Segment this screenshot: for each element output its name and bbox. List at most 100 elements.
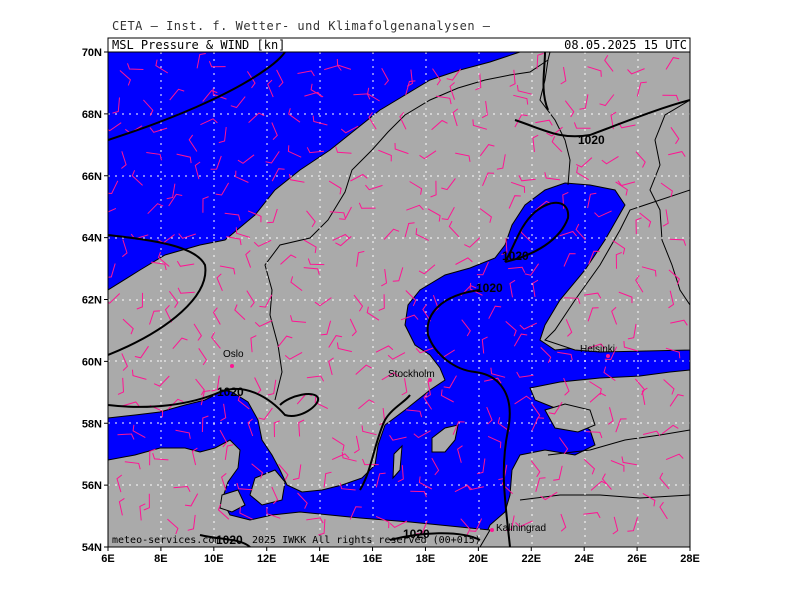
wind-barb bbox=[510, 181, 526, 193]
wind-barb bbox=[339, 482, 356, 491]
lon-tick-label: 14E bbox=[310, 553, 330, 565]
wind-barb bbox=[516, 84, 532, 95]
wind-barb bbox=[254, 377, 262, 395]
wind-barb bbox=[476, 261, 489, 276]
wind-barb bbox=[149, 310, 160, 325]
wind-barb bbox=[615, 418, 627, 433]
city-marker bbox=[606, 354, 610, 358]
lat-tick-label: 62N bbox=[82, 295, 102, 307]
wind-barb bbox=[153, 375, 170, 387]
lat-tick-label: 56N bbox=[82, 480, 102, 492]
wind-barb bbox=[575, 157, 593, 168]
wind-barbs bbox=[108, 52, 688, 536]
wind-barb bbox=[548, 401, 563, 415]
wind-barb bbox=[173, 485, 191, 493]
wind-barb bbox=[167, 518, 179, 535]
wind-barb bbox=[448, 220, 460, 238]
city-label-helsinki: Helsinki bbox=[580, 344, 615, 355]
wind-barb bbox=[292, 464, 302, 481]
wind-barb bbox=[167, 398, 184, 410]
isobar-label: 1020 bbox=[502, 249, 529, 263]
wind-barb bbox=[430, 180, 437, 198]
isobars bbox=[108, 52, 690, 547]
wind-barb bbox=[423, 392, 433, 410]
wind-barb bbox=[604, 346, 618, 361]
wind-barb bbox=[405, 80, 416, 96]
wind-barb bbox=[358, 202, 376, 209]
wind-barb bbox=[314, 396, 329, 410]
wind-barb bbox=[150, 261, 167, 271]
wind-barb bbox=[455, 257, 473, 265]
wind-barb bbox=[224, 212, 241, 221]
wind-barb bbox=[618, 291, 633, 304]
isobar-bottom bbox=[389, 532, 481, 541]
wind-barb bbox=[139, 503, 146, 521]
wind-barb bbox=[210, 332, 221, 349]
lon-tick-label: 24E bbox=[574, 553, 594, 565]
wind-barb bbox=[483, 377, 502, 384]
wind-barb bbox=[565, 319, 573, 337]
wind-barb bbox=[560, 67, 567, 85]
wind-barb bbox=[367, 87, 380, 102]
wind-barb bbox=[558, 437, 569, 455]
wind-barb bbox=[122, 318, 134, 335]
wind-barb bbox=[610, 460, 625, 472]
wind-barb bbox=[663, 379, 675, 395]
wind-barb bbox=[108, 263, 116, 278]
wind-barb bbox=[194, 161, 201, 180]
wind-barb bbox=[271, 168, 285, 182]
wind-barb bbox=[303, 267, 320, 275]
wind-barb bbox=[361, 425, 377, 436]
wind-barb bbox=[665, 453, 684, 461]
wind-barb bbox=[221, 473, 227, 491]
wind-barb bbox=[387, 352, 406, 360]
wind-barb bbox=[452, 421, 465, 435]
wind-barb bbox=[288, 173, 305, 183]
wind-barb bbox=[117, 377, 125, 395]
city-label-kaliningrad: Kaliningrad bbox=[496, 523, 546, 534]
lat-tick-label: 58N bbox=[82, 418, 102, 430]
wind-barb bbox=[336, 342, 353, 353]
wind-barb bbox=[331, 437, 345, 452]
wind-barb bbox=[642, 492, 656, 507]
wind-barb bbox=[508, 266, 526, 273]
wind-barb bbox=[601, 155, 619, 165]
wind-barb bbox=[324, 65, 342, 71]
wind-barb bbox=[108, 180, 119, 195]
wind-barb bbox=[212, 88, 227, 100]
wind-barb bbox=[514, 114, 528, 128]
wind-barb bbox=[306, 375, 325, 382]
wind-barb bbox=[224, 444, 234, 460]
wind-barb bbox=[127, 63, 144, 70]
wind-barb bbox=[124, 461, 141, 470]
wind-barb bbox=[200, 118, 218, 126]
wind-barb bbox=[601, 473, 612, 490]
wind-barb bbox=[401, 378, 408, 396]
wind-barb bbox=[246, 290, 255, 308]
wind-barb bbox=[535, 119, 553, 126]
wind-barb bbox=[318, 519, 326, 536]
wind-barb bbox=[350, 173, 368, 182]
wind-barb bbox=[424, 380, 431, 399]
wind-barb bbox=[297, 70, 315, 77]
wind-barb bbox=[431, 457, 440, 476]
wind-barb bbox=[258, 407, 273, 420]
wind-barb bbox=[177, 287, 195, 294]
wind-barb bbox=[155, 59, 169, 74]
wind-barb bbox=[635, 151, 646, 168]
wind-barb bbox=[587, 343, 606, 350]
lon-tick-label: 18E bbox=[416, 553, 436, 565]
wind-barb bbox=[265, 151, 280, 164]
wind-barb bbox=[132, 424, 146, 439]
wind-barb bbox=[670, 127, 680, 145]
land-scandinavia bbox=[108, 52, 690, 493]
wind-barb bbox=[587, 307, 599, 322]
wind-barb bbox=[479, 144, 495, 157]
wind-barb bbox=[219, 429, 228, 448]
wind-barb bbox=[267, 79, 274, 98]
wind-barb bbox=[487, 435, 502, 449]
isobar-northeast bbox=[514, 99, 690, 138]
wind-barb bbox=[273, 420, 280, 438]
wind-barb bbox=[415, 228, 429, 241]
